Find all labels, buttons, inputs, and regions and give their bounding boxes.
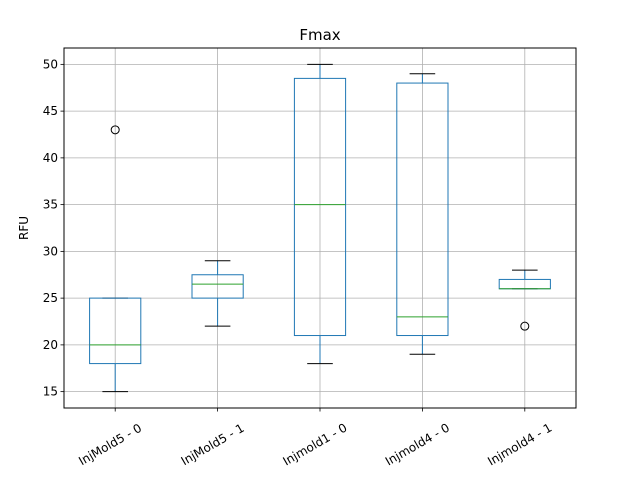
y-tick-label: 35 [43, 198, 58, 212]
y-tick-label: 50 [43, 57, 58, 71]
outlier-point [520, 321, 530, 331]
y-axis-label: RFU [17, 216, 31, 240]
boxes [89, 63, 551, 393]
outlier-point [110, 125, 120, 135]
box [191, 274, 244, 299]
y-tick-label: 30 [43, 244, 58, 258]
y-tick-label: 15 [43, 385, 58, 399]
y-tick-label: 25 [43, 291, 58, 305]
y-tick-label: 40 [43, 151, 58, 165]
box [293, 77, 347, 337]
box [396, 82, 449, 337]
chart-title: Fmax [299, 26, 340, 44]
y-tick-label: 45 [43, 104, 58, 118]
box [89, 297, 142, 365]
y-tick-label: 20 [43, 338, 58, 352]
